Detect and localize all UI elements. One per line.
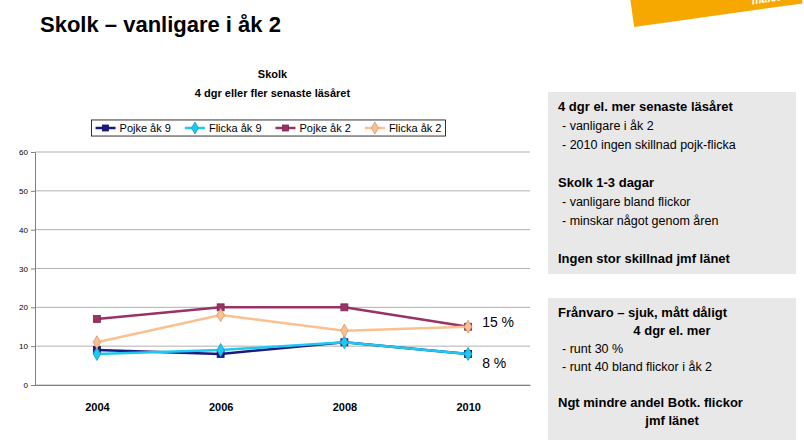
text-box-heading: jmf länet xyxy=(644,413,699,428)
legend-swatch-marker xyxy=(283,125,289,131)
series-line xyxy=(97,342,468,354)
y-tick: 40 xyxy=(19,226,35,235)
y-tick: 10 xyxy=(19,342,35,351)
text-box-heading: Ngt mindre andel Botk. flickor xyxy=(558,395,743,410)
x-tick: 2004 xyxy=(85,385,110,413)
x-tick: 2010 xyxy=(456,385,480,413)
chart-subtitle: 4 dgr eller fler senaste läsåret xyxy=(195,87,351,99)
y-tick-mark xyxy=(31,346,35,347)
y-tick-label: 20 xyxy=(19,303,28,312)
series-line xyxy=(97,315,468,342)
series xyxy=(93,304,471,330)
badge-box xyxy=(629,0,802,27)
x-tick: 2008 xyxy=(333,385,357,413)
legend-box xyxy=(92,120,446,136)
plot-marks xyxy=(93,304,472,361)
legend-entry: Flicka åk 9 xyxy=(185,122,262,134)
text-box-item: - vanligare i åk 2 xyxy=(562,119,654,133)
grid-line xyxy=(35,190,530,191)
text-box-heading: Skolk 1-3 dagar xyxy=(558,175,654,190)
text-box-item: - minskar något genom åren xyxy=(562,214,718,228)
y-tick: 0 xyxy=(24,381,35,390)
annotation: 8 % xyxy=(482,355,506,371)
series-point xyxy=(93,336,101,349)
y-tick-mark xyxy=(31,307,35,308)
text-box-bg xyxy=(548,298,796,440)
y-tick-mark xyxy=(31,191,35,192)
y-tick-label: 60 xyxy=(19,148,28,157)
slide-title: Skolk – vanligare i åk 2 xyxy=(40,12,281,37)
text-box-bg xyxy=(548,92,796,274)
series xyxy=(93,309,472,349)
series-point xyxy=(341,304,348,311)
x-tick-label: 2010 xyxy=(456,401,480,413)
annotations: 15 % 8 % xyxy=(482,314,514,371)
y-tick: 30 xyxy=(19,265,35,274)
y-tick-label: 0 xyxy=(24,381,29,390)
legend-swatch-marker xyxy=(191,122,198,134)
badge: målet ? xyxy=(629,0,802,27)
legend-entry: Flicka åk 2 xyxy=(365,122,442,134)
series-point xyxy=(217,309,225,322)
series-point xyxy=(464,347,472,360)
text-box-heading: 4 dgr el. mer xyxy=(633,323,710,338)
y-tick-label: 40 xyxy=(19,226,28,235)
legend: Pojke åk 9 Flicka åk 9 Pojke åk 2 Flicka åk… xyxy=(92,120,446,136)
legend-label: Flicka åk 9 xyxy=(209,122,262,134)
y-tick-mark xyxy=(31,385,35,386)
text-box-item: - runt 30 % xyxy=(562,342,623,356)
series-line xyxy=(97,342,468,354)
y-tick-mark xyxy=(31,230,35,231)
y-tick: 20 xyxy=(19,303,35,312)
legend-label: Pojke åk 9 xyxy=(120,122,171,134)
y-axis-line xyxy=(31,153,36,386)
series xyxy=(93,336,472,361)
text-box-heading: Frånvaro – sjuk, mått dåligt xyxy=(558,305,728,320)
y-tick: 50 xyxy=(19,187,35,196)
y-tick-mark xyxy=(31,269,35,270)
chart-title: Skolk xyxy=(258,68,288,80)
legend-label: Flicka åk 2 xyxy=(389,122,442,134)
text-box-heading: 4 dgr el. mer senaste läsåret xyxy=(558,99,734,114)
text-box: Frånvaro – sjuk, mått dåligt 4 dgr el. me… xyxy=(548,298,796,440)
legend-swatch-marker xyxy=(371,122,378,134)
y-tick-label: 30 xyxy=(19,265,28,274)
series xyxy=(93,339,471,358)
y-tick-mark xyxy=(31,152,35,153)
y-tick: 60 xyxy=(19,148,35,157)
grid xyxy=(35,152,530,385)
grid-line xyxy=(35,152,530,153)
x-axis-line xyxy=(36,385,531,386)
text-box-item: - runt 40 bland flickor i åk 2 xyxy=(562,360,712,374)
series-point xyxy=(464,320,472,333)
legend-label: Pojke åk 2 xyxy=(300,122,351,134)
x-tick-label: 2004 xyxy=(85,401,110,413)
series-point xyxy=(217,344,225,357)
grid-line xyxy=(35,268,530,269)
slide: Skolk – vanligare i åk 2 målet ? Skolk 4 dg… xyxy=(0,0,804,444)
x-tick-label: 2008 xyxy=(333,401,357,413)
text-box: 4 dgr el. mer senaste läsåret - vanligare… xyxy=(548,92,796,274)
legend-swatch-marker xyxy=(103,125,109,131)
x-tick: 2006 xyxy=(209,385,233,413)
y-tick-label: 50 xyxy=(19,187,28,196)
legend-entry: Pojke åk 2 xyxy=(276,122,351,134)
annotation: 15 % xyxy=(482,314,514,330)
x-tick-label: 2006 xyxy=(209,401,233,413)
badge-text: målet ? xyxy=(751,0,791,6)
legend-entry: Pojke åk 9 xyxy=(96,122,171,134)
grid-line xyxy=(35,385,530,386)
x-axis: 2004 2006 2008 2010 xyxy=(36,385,531,413)
text-box-item: - 2010 ingen skillnad pojk-flicka xyxy=(562,138,736,152)
y-axis: 0 10 20 30 40 50 60 xyxy=(19,148,35,390)
text-box-item: - vanligare bland flickor xyxy=(562,195,691,209)
series-point xyxy=(93,315,100,322)
series-point xyxy=(341,324,349,337)
y-tick-label: 10 xyxy=(19,342,28,351)
grid-line xyxy=(35,229,530,230)
text-box-heading: Ingen stor skillnad jmf länet xyxy=(558,251,731,266)
